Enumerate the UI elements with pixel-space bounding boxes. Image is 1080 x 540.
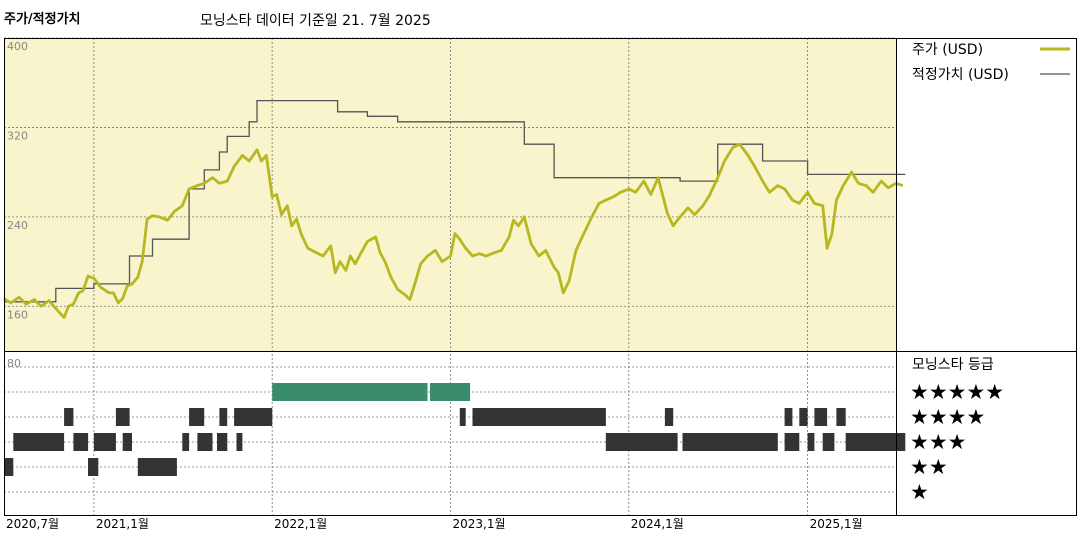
y-tick-label: 320: [7, 129, 28, 142]
rating-bar-3-star: [845, 433, 906, 451]
y-tick-label: 160: [7, 308, 28, 321]
rating-bar-3-star: [784, 433, 800, 451]
x-axis-tick-labels: 2020,7월 2021,1월 2022,1월 2023,1월 2024,1월 …: [6, 517, 863, 531]
rating-bar-4-star: [799, 408, 808, 426]
rating-bar-2-star: [4, 458, 14, 476]
rating-bar-3-star: [807, 433, 815, 451]
rating-bar-4-star: [784, 408, 793, 426]
x-tick-label: 2021,1월: [96, 517, 149, 531]
rating-bar-4-star: [64, 408, 74, 426]
x-tick-label: 2023,1월: [452, 517, 505, 531]
rating-bar-4-star: [234, 408, 273, 426]
legend: 주가 (USD) 적정가치 (USD) 모닝스타 등급 ★★★★★ ★★★★ ★…: [910, 42, 1070, 504]
rating-bar-4-star: [836, 408, 846, 426]
rating-bar-3-star: [682, 433, 778, 451]
rating-panel-tick-label: 80: [7, 357, 21, 370]
outer-border: [4, 38, 1077, 516]
x-tick-label: 2025,1월: [810, 517, 863, 531]
rating-5-stars: ★★★★★: [910, 380, 1004, 404]
rating-bar-5-star: [430, 383, 471, 401]
rating-1-star: ★: [910, 480, 929, 504]
chart-frame: [4, 38, 1077, 516]
price-panel-background: [4, 38, 896, 351]
rating-bar-4-star: [115, 408, 130, 426]
fair-value-line: [4, 99, 906, 303]
legend-price-label: 주가 (USD): [912, 42, 983, 58]
rating-bar-3-star: [197, 433, 213, 451]
rating-bar-3-star: [182, 433, 190, 451]
price-line: [3, 142, 904, 319]
rating-bar-3-star: [122, 433, 132, 451]
x-tick-label: 2024,1월: [631, 517, 684, 531]
x-tick-label: 2022,1월: [274, 517, 327, 531]
rating-4-stars: ★★★★: [910, 405, 985, 429]
rating-bar-3-star: [822, 433, 835, 451]
rating-bars: [4, 383, 906, 476]
rating-bar-3-star: [13, 433, 65, 451]
rating-bar-3-star: [605, 433, 678, 451]
rating-legend-title: 모닝스타 등급: [912, 357, 994, 373]
rating-bar-3-star: [93, 433, 116, 451]
rating-bar-4-star: [472, 408, 606, 426]
chart-title: 주가/적정가치: [4, 12, 81, 27]
rating-2-stars: ★★: [910, 455, 948, 479]
rating-3-stars: ★★★: [910, 430, 966, 454]
y-tick-label: 240: [7, 219, 28, 232]
chart-subtitle: 모닝스타 데이터 기준일 21. 7월 2025: [200, 13, 431, 29]
rating-bar-4-star: [219, 408, 228, 426]
rating-bar-3-star: [236, 433, 243, 451]
rating-bar-4-star: [189, 408, 205, 426]
rating-bar-2-star: [88, 458, 99, 476]
rating-bar-2-star: [137, 458, 177, 476]
rating-bar-3-star: [73, 433, 89, 451]
rating-bar-4-star: [664, 408, 674, 426]
x-tick-label: 2020,7월: [6, 517, 59, 531]
rating-bar-4-star: [459, 408, 466, 426]
rating-bar-4-star: [814, 408, 828, 426]
y-axis-tick-labels: 400 320 240 160: [7, 40, 28, 321]
rating-bar-5-star: [272, 383, 428, 401]
rating-bar-3-star: [217, 433, 228, 451]
y-tick-label: 400: [7, 40, 28, 53]
legend-fair-label: 적정가치 (USD): [912, 67, 1009, 83]
